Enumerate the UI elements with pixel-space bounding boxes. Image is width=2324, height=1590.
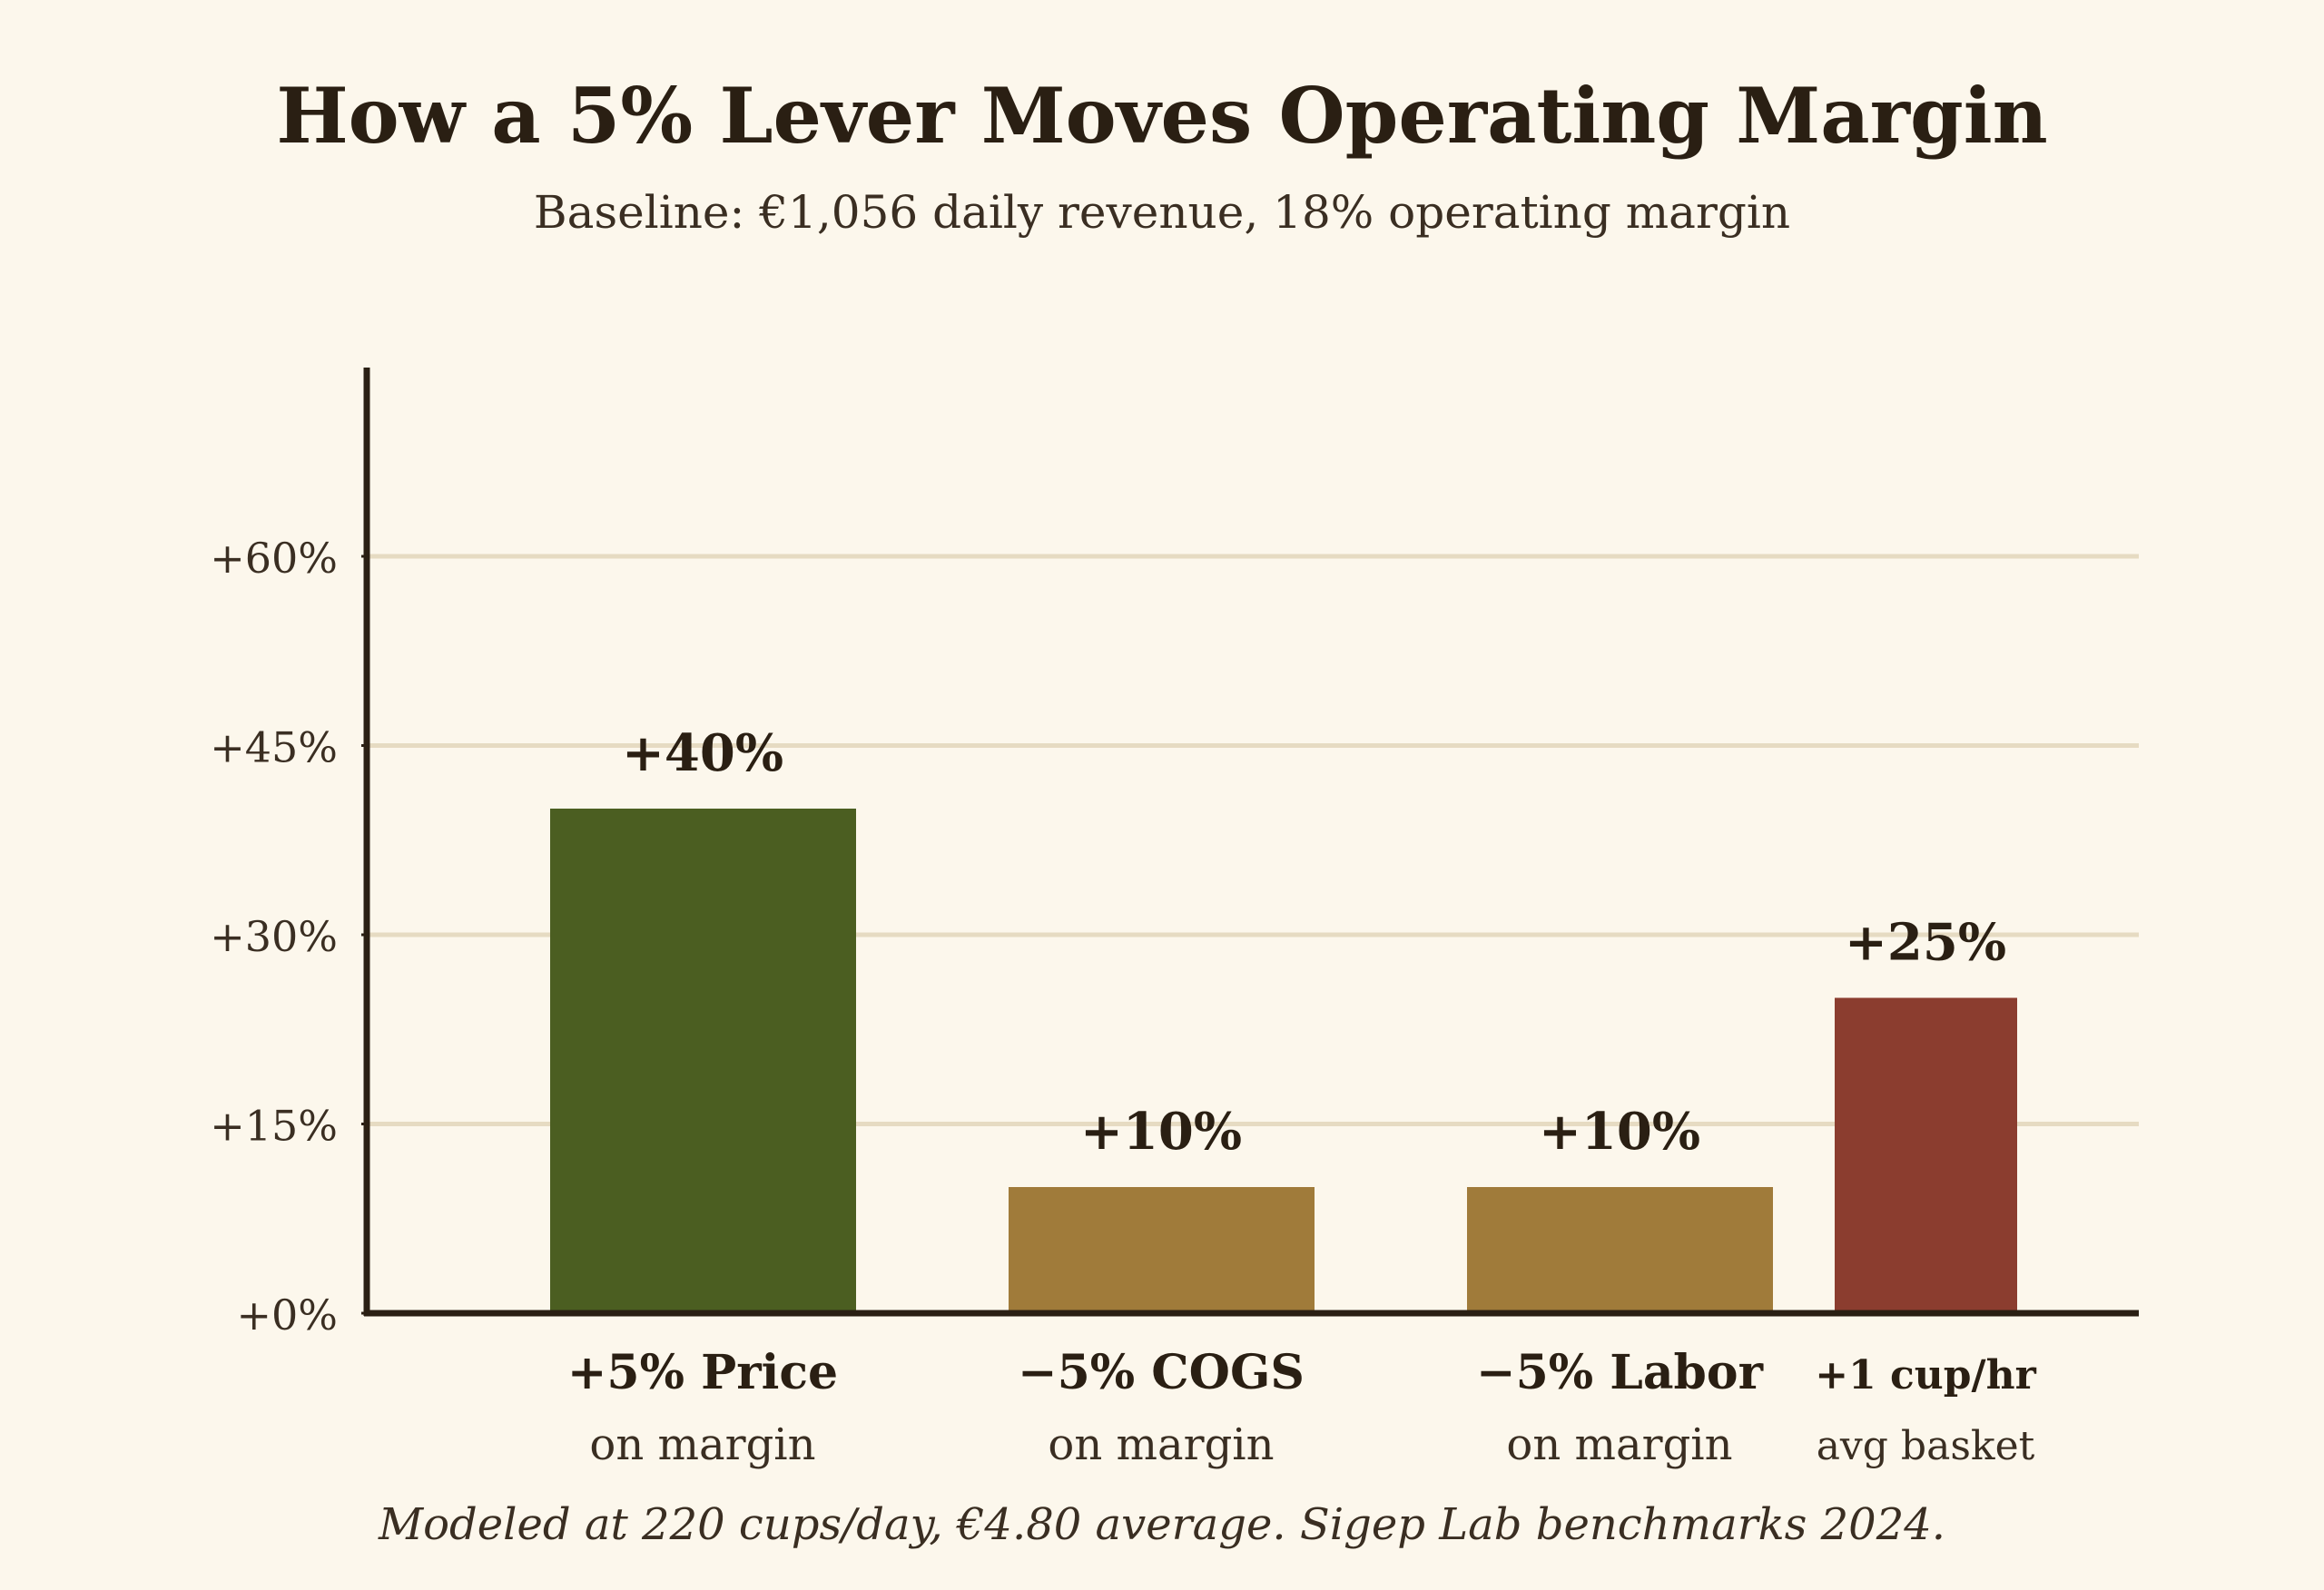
bar xyxy=(550,809,856,1313)
y-tick-label: +45% xyxy=(210,723,338,772)
x-category-sublabel: on margin xyxy=(1506,1419,1732,1470)
bar xyxy=(1467,1187,1773,1313)
x-category-label: −5% COGS xyxy=(1018,1345,1305,1400)
chart-footnote: Modeled at 220 cups/day, €4.80 average. … xyxy=(378,1499,1946,1550)
chart-subtitle: Baseline: €1,056 daily revenue, 18% oper… xyxy=(533,186,1791,239)
x-category-label: −5% Labor xyxy=(1476,1345,1764,1400)
x-category-sublabel: avg basket xyxy=(1817,1423,2035,1469)
bar-value-label: +10% xyxy=(1080,1102,1242,1162)
bar-value-label: +25% xyxy=(1845,913,2006,973)
bar xyxy=(1835,997,2017,1313)
y-tick-label: +15% xyxy=(210,1102,338,1151)
x-category-sublabel: on margin xyxy=(1048,1419,1274,1470)
x-category-label: +5% Price xyxy=(567,1345,838,1400)
x-category-sublabel: on margin xyxy=(589,1419,815,1470)
y-tick-label: +0% xyxy=(236,1291,338,1340)
x-category-label: +1 cup/hr xyxy=(1815,1352,2036,1399)
bar-value-label: +10% xyxy=(1539,1102,1700,1162)
bar-value-label: +40% xyxy=(622,723,783,783)
chart-title: How a 5% Lever Moves Operating Margin xyxy=(276,71,2048,161)
y-tick-label: +60% xyxy=(210,534,338,583)
y-tick-label: +30% xyxy=(210,912,338,961)
bar xyxy=(1009,1187,1315,1313)
